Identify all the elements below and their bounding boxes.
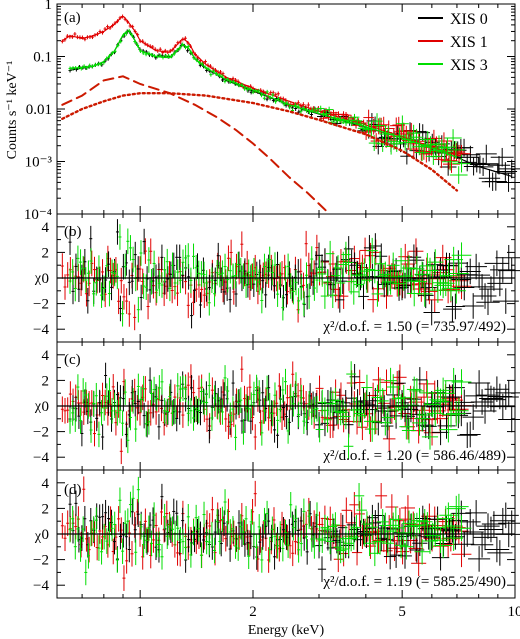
panel-b: (b) χ 4 2 0 −2 −4 χ²/d.o.f. = 1.50 (= 735.97… (33, 213, 520, 343)
series-xis-3-points (68, 28, 471, 184)
legend-label: XIS 3 (450, 57, 488, 74)
x-tick-label: 5 (398, 604, 406, 620)
y-tick-label: 0.1 (33, 50, 52, 66)
y-tick-label: 4 (42, 348, 50, 364)
residual-series-xis-3 (68, 224, 472, 327)
y-tick-label: 4 (42, 476, 50, 492)
panel-a-plot-area (56, 4, 520, 215)
panel-d: (d) χ 4 2 0 −2 −4 χ²/d.o.f. = 1.19 (= 585.25… (33, 469, 520, 599)
panel-d-tag: (d) (64, 482, 82, 498)
panel-d-plot-area (56, 470, 520, 598)
series-xis-0-points (68, 29, 520, 192)
series-model-line (61, 15, 462, 157)
series-model-line (69, 29, 462, 158)
y-tick-label: 0.01 (26, 102, 52, 118)
panel-a-tag: (a) (64, 10, 81, 26)
y-tick-label: 2 (42, 501, 50, 517)
x-axis-tick-labels: 1 2 5 10 (136, 604, 520, 620)
panel-a-y-ticks: 1 0.1 0.01 10⁻³ 10⁻⁴ (24, 0, 515, 223)
panel-d-y-ticks: 4 2 0 −2 −4 (33, 469, 515, 599)
model-component-dotted (61, 91, 459, 192)
y-tick-label: 0 (42, 527, 50, 543)
panel-b-y-axis-label: χ (34, 271, 42, 286)
legend-label: XIS 0 (450, 11, 488, 28)
model-component-dashed (61, 75, 331, 215)
panel-b-tag: (b) (64, 224, 82, 240)
legend: XIS 0 XIS 1 XIS 3 (418, 11, 488, 74)
panel-c-tag: (c) (64, 352, 81, 368)
panel-d-chi2-annotation: χ²/d.o.f. = 1.19 (= 585.25/490) (322, 574, 506, 590)
y-tick-label: −4 (33, 322, 49, 338)
y-tick-label: 10⁻³ (25, 155, 53, 171)
panel-c-y-axis-label: χ (34, 399, 42, 414)
y-tick-label: 10⁻⁴ (24, 207, 52, 223)
panel-b-plot-area (56, 214, 520, 342)
panel-c-chi2-annotation: χ²/d.o.f. = 1.20 (= 586.46/489) (322, 448, 506, 464)
y-tick-label: 1 (45, 0, 53, 13)
y-tick-label: 0 (42, 271, 50, 287)
panel-c: (c) χ 4 2 0 −2 −4 χ²/d.o.f. = 1.20 (= 586.46… (33, 341, 520, 471)
y-tick-label: 4 (42, 220, 50, 236)
y-tick-label: 2 (42, 373, 50, 389)
series-xis-1-points (60, 14, 471, 173)
panel-b-chi2-annotation: χ²/d.o.f. = 1.50 (= 735.97/492) (322, 319, 506, 335)
residual-series-xis-0 (68, 483, 520, 582)
y-tick-label: −2 (33, 297, 49, 313)
panel-c-plot-area (56, 342, 520, 470)
legend-label: XIS 1 (450, 34, 488, 51)
x-tick-label: 1 (136, 604, 144, 620)
y-tick-label: 2 (42, 245, 50, 261)
panel-b-y-ticks: 4 2 0 −2 −4 (33, 213, 515, 343)
panel-d-y-axis-label: χ (34, 529, 42, 544)
y-tick-label: −2 (33, 553, 49, 569)
y-tick-label: −4 (33, 450, 49, 466)
x-tick-label: 10 (508, 604, 520, 620)
x-tick-label: 2 (249, 604, 257, 620)
x-axis-label: Energy (keV) (248, 623, 325, 638)
y-tick-label: −4 (33, 578, 49, 594)
y-tick-label: 0 (42, 399, 50, 415)
panel-a-y-axis-label: Counts s⁻¹ keV⁻¹ (5, 61, 20, 160)
y-tick-label: −2 (33, 425, 49, 441)
panel-a: (a) Counts s⁻¹ keV⁻¹ 1 0.1 0.01 10⁻³ 10⁻⁴ XI… (5, 0, 520, 223)
